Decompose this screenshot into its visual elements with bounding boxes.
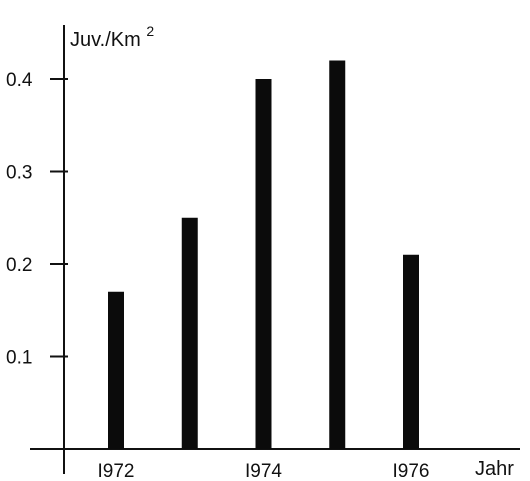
bars-layer <box>108 60 419 449</box>
bar-1973 <box>181 217 198 449</box>
bar-1976 <box>403 254 419 449</box>
x-tick-label: I974 <box>245 461 282 481</box>
x-axis-label: Jahr <box>475 458 514 480</box>
y-tick-label: 0.4 <box>6 70 33 91</box>
y-axis-label-exponent: 2 <box>146 23 154 39</box>
x-axis-ticks: I972 I974 I976 <box>98 461 430 481</box>
y-tick-label: 0.1 <box>6 348 32 369</box>
bar-1972 <box>108 291 124 449</box>
x-tick-label: I972 <box>98 461 135 481</box>
plot-area: 0.1 0.2 0.3 0.4 I972 I974 I976 Juv./Km 2 Jahr <box>6 23 520 481</box>
x-tick-label: I976 <box>393 461 430 481</box>
bar-1974 <box>255 79 272 449</box>
y-axis-label-base: Juv./Km <box>70 29 141 51</box>
y-tick-label: 0.3 <box>6 163 32 184</box>
y-axis-ticks: 0.1 0.2 0.3 0.4 <box>6 70 68 369</box>
bar-1975 <box>329 60 346 449</box>
y-tick-label: 0.2 <box>6 255 32 276</box>
y-axis-label: Juv./Km 2 <box>70 23 154 51</box>
